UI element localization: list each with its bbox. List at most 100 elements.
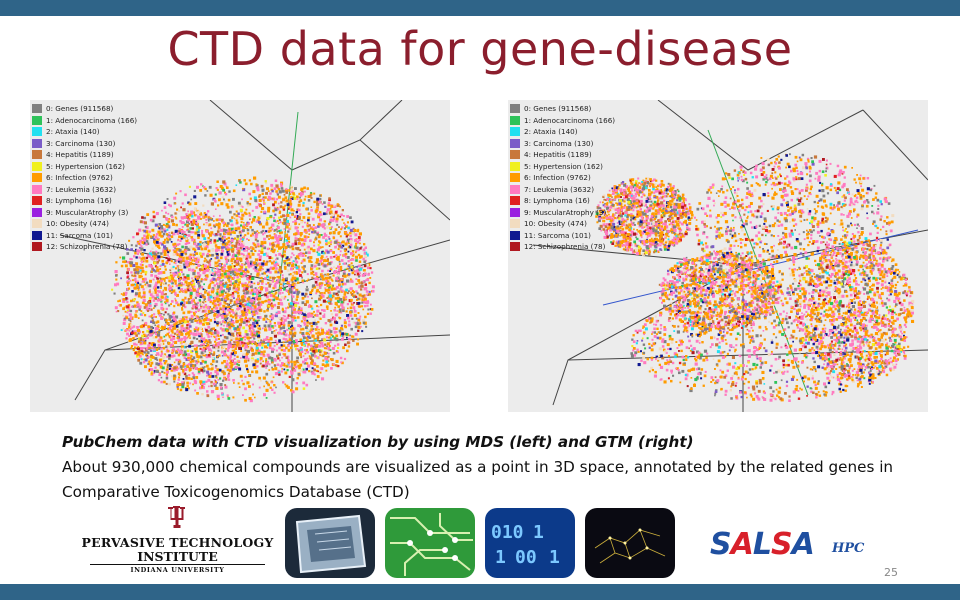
legend-item: 7: Leukemia (3632)	[32, 184, 137, 196]
legend-swatch	[510, 173, 520, 183]
legend-swatch	[510, 161, 520, 171]
legend-item: 1: Adenocarcinoma (166)	[510, 115, 615, 127]
legend-label: 12: Schizophrenia (78)	[46, 242, 128, 251]
pti-logo: PERVASIVE TECHNOLOGY INSTITUTE INDIANA U…	[80, 505, 275, 575]
legend-label: 2: Ataxia (140)	[524, 127, 578, 136]
legend-item: 5: Hypertension (162)	[32, 161, 137, 173]
circuit-thumbnail	[385, 508, 475, 578]
legend-item: 4: Hepatitis (1189)	[510, 149, 615, 161]
top-bar	[0, 0, 960, 16]
legend-label: 4: Hepatitis (1189)	[46, 150, 114, 159]
legend-label: 0: Genes (911568)	[46, 104, 114, 113]
legend-item: 10: Obesity (474)	[32, 218, 137, 230]
network-map-image	[585, 508, 675, 578]
legend-swatch	[32, 161, 42, 171]
legend-item: 2: Ataxia (140)	[510, 126, 615, 138]
legend-label: 9: MuscularAtrophy (3)	[524, 207, 607, 217]
legend-swatch	[510, 127, 520, 137]
legend-item: 3: Carcinoma (130)	[510, 138, 615, 150]
caption-body: About 930,000 chemical compounds are vis…	[62, 458, 894, 501]
chip-thumbnail	[285, 508, 375, 578]
data-points	[111, 176, 375, 403]
legend-item: 0: Genes (911568)	[510, 103, 615, 115]
legend-item: 7: Leukemia (3632)	[510, 184, 615, 196]
legend-label: 7: Leukemia (3632)	[524, 184, 595, 194]
mds-visualization-panel: 0: Genes (911568) 1: Adenocarcinoma (166)…	[30, 100, 450, 412]
network-map-thumbnail	[585, 508, 675, 578]
legend-swatch	[510, 115, 520, 125]
legend-label: 0: Genes (911568)	[524, 104, 592, 113]
legend-swatch	[510, 150, 520, 160]
legend-swatch	[32, 104, 42, 114]
legend-label: 10: Obesity (474)	[524, 219, 587, 228]
legend-item: 2: Ataxia (140)	[32, 126, 137, 138]
legend-label: 5: Hypertension (162)	[46, 161, 125, 171]
mds-scatter-plot	[59, 100, 450, 412]
caption-heading: PubChem data with CTD visualization by u…	[62, 433, 694, 451]
legend-label: 2: Ataxia (140)	[46, 127, 100, 136]
legend-label: 11: Sarcoma (101)	[524, 230, 591, 240]
caption: PubChem data with CTD visualization by u…	[62, 430, 942, 505]
salsa-logo-text: SALSA	[710, 527, 815, 562]
legend-item: 9: MuscularAtrophy (3)	[32, 207, 137, 219]
legend-swatch	[510, 104, 520, 114]
legend: 0: Genes (911568) 1: Adenocarcinoma (166)…	[32, 103, 137, 253]
legend-item: 5: Hypertension (162)	[510, 161, 615, 173]
legend-item: 8: Lymphoma (16)	[510, 195, 615, 207]
legend-label: 8: Lymphoma (16)	[524, 196, 590, 205]
circuit-image	[385, 508, 475, 578]
legend-swatch	[510, 219, 520, 229]
pti-line3: INDIANA UNIVERSITY	[130, 566, 225, 574]
legend-item: 11: Sarcoma (101)	[32, 230, 137, 242]
legend-label: 11: Sarcoma (101)	[46, 230, 113, 240]
legend-item: 8: Lymphoma (16)	[32, 195, 137, 207]
pti-line2: INSTITUTE	[137, 549, 218, 564]
gtm-scatter-plot	[532, 100, 928, 412]
legend-swatch	[32, 242, 42, 252]
slide-title: CTD data for gene-disease	[167, 22, 793, 76]
gtm-visualization-panel: 0: Genes (911568) 1: Adenocarcinoma (166)…	[508, 100, 928, 412]
legend-swatch	[32, 150, 42, 160]
chip-image	[285, 508, 375, 578]
legend-swatch	[32, 115, 42, 125]
legend-swatch	[510, 196, 520, 206]
legend-label: 6: Infection (9762)	[524, 173, 591, 182]
logo-strip: PERVASIVE TECHNOLOGY INSTITUTE INDIANA U…	[0, 505, 960, 583]
axis-line	[602, 229, 919, 306]
legend-label: 6: Infection (9762)	[46, 173, 113, 182]
legend-item: 12: Schizophrenia (78)	[32, 241, 137, 253]
legend-item: 0: Genes (911568)	[32, 103, 137, 115]
binary-thumbnail: 010 1 1 00 1	[485, 508, 575, 578]
legend-swatch	[32, 219, 42, 229]
legend-swatch	[32, 230, 42, 240]
legend-item: 6: Infection (9762)	[510, 172, 615, 184]
legend-label: 3: Carcinoma (130)	[46, 138, 116, 148]
legend-item: 1: Adenocarcinoma (166)	[32, 115, 137, 127]
bottom-bar	[0, 584, 960, 600]
legend-label: 1: Adenocarcinoma (166)	[46, 115, 138, 125]
legend-label: 3: Carcinoma (130)	[524, 138, 594, 148]
legend-label: 7: Leukemia (3632)	[46, 184, 117, 194]
salsa-hpc-logo: SALSA HPC	[710, 527, 870, 567]
legend-item: 9: MuscularAtrophy (3)	[510, 207, 615, 219]
legend-swatch	[32, 127, 42, 137]
legend-label: 8: Lymphoma (16)	[46, 196, 112, 205]
legend-swatch	[32, 196, 42, 206]
legend-item: 6: Infection (9762)	[32, 172, 137, 184]
legend-label: 1: Adenocarcinoma (166)	[524, 115, 616, 125]
legend-item: 11: Sarcoma (101)	[510, 230, 615, 242]
legend-swatch	[510, 230, 520, 240]
legend-item: 4: Hepatitis (1189)	[32, 149, 137, 161]
legend-swatch	[510, 207, 520, 217]
iu-trident-icon	[168, 506, 185, 528]
legend-item: 12: Schizophrenia (78)	[510, 241, 615, 253]
legend: 0: Genes (911568) 1: Adenocarcinoma (166)…	[510, 103, 615, 253]
salsa-hpc-text: HPC	[832, 541, 865, 556]
legend-label: 12: Schizophrenia (78)	[524, 242, 606, 251]
legend-swatch	[32, 207, 42, 217]
legend-swatch	[510, 138, 520, 148]
legend-swatch	[510, 242, 520, 252]
legend-swatch	[32, 138, 42, 148]
legend-label: 5: Hypertension (162)	[524, 161, 603, 171]
legend-item: 10: Obesity (474)	[510, 218, 615, 230]
